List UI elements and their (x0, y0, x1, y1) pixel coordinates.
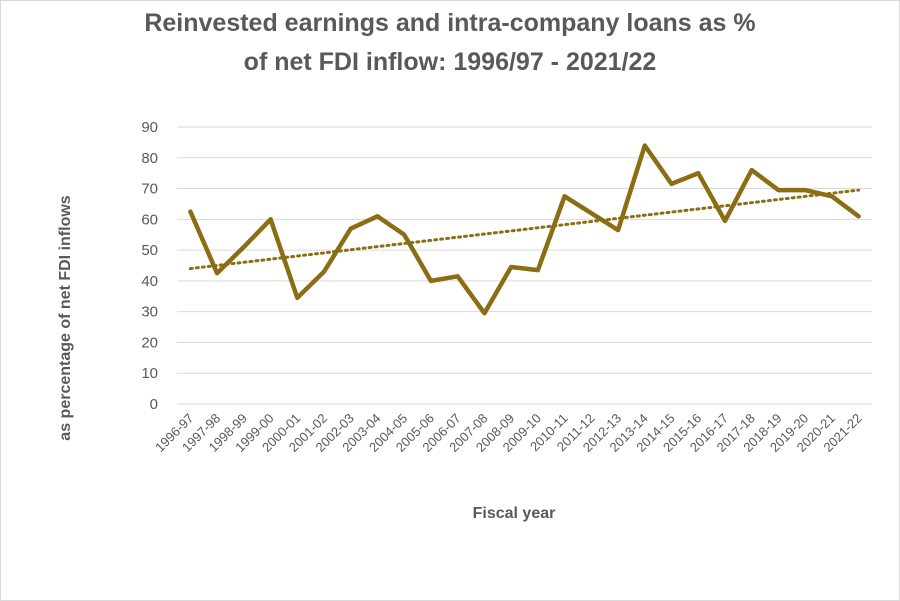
chart-title-line2: of net FDI inflow: 1996/97 - 2021/22 (244, 48, 657, 76)
y-tick-label: 90 (141, 119, 158, 136)
y-tick-label: 30 (141, 304, 158, 321)
gridlines (177, 126, 872, 405)
y-tick-label: 50 (141, 242, 158, 259)
x-axis-label: Fiscal year (473, 505, 556, 522)
y-tick-label: 80 (141, 150, 158, 167)
y-tick-label: 10 (141, 365, 158, 382)
y-axis-ticks: 0 10 20 30 40 50 60 70 80 90 (141, 119, 158, 413)
y-tick-label: 70 (141, 181, 158, 198)
series-line-0 (188, 143, 861, 316)
x-axis-ticks: 1996-971997-981998-991999-002000-012001-… (152, 411, 865, 455)
y-axis-label: as percentage of net FDI inflows (57, 195, 74, 440)
chart-title-line1: Reinvested earnings and intra-company lo… (144, 9, 755, 37)
trendline (188, 188, 861, 271)
y-tick-label: 40 (141, 273, 158, 290)
trendline-group (188, 188, 861, 271)
y-tick-label: 20 (141, 334, 158, 351)
y-tick-label: 60 (141, 211, 158, 228)
series-group (188, 143, 861, 316)
y-tick-label: 0 (150, 396, 158, 413)
